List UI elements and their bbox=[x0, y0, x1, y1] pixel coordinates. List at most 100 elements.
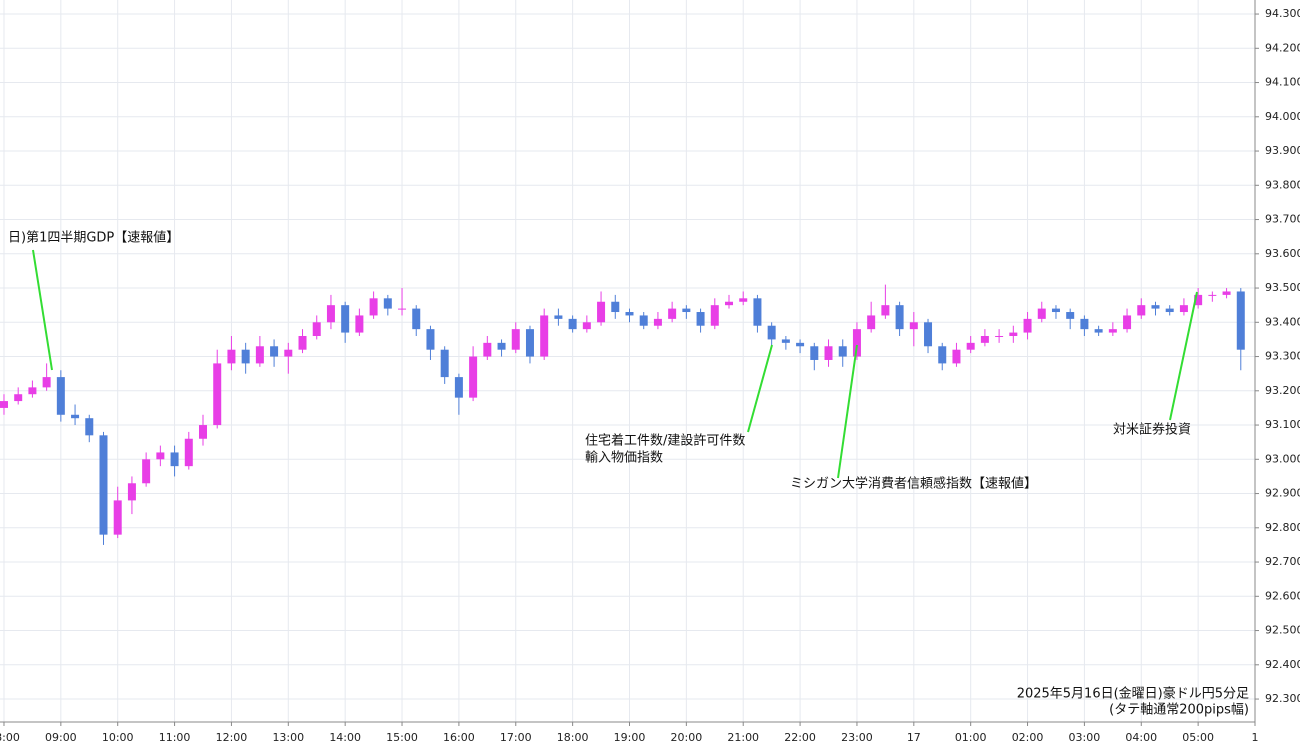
x-tick-label: 01:00 bbox=[955, 731, 987, 744]
y-tick-label: 94.300 bbox=[1265, 7, 1300, 20]
candle-body bbox=[440, 349, 449, 378]
candle-body bbox=[625, 312, 634, 316]
candle-body bbox=[668, 308, 677, 319]
candle-body bbox=[341, 305, 350, 333]
candle-body bbox=[71, 414, 80, 419]
annotation-text: ミシガン大学消費者信頼感指数【速報値】 bbox=[790, 476, 1037, 492]
candle-body bbox=[156, 452, 165, 460]
candle-body bbox=[85, 418, 94, 436]
y-tick-label: 93.800 bbox=[1265, 178, 1300, 191]
x-tick-label: 15:00 bbox=[386, 731, 418, 744]
y-tick-label: 93.700 bbox=[1265, 213, 1300, 226]
annotation-pointer bbox=[1169, 291, 1198, 421]
candle-body bbox=[980, 335, 989, 343]
x-tick-label: 04:00 bbox=[1125, 731, 1157, 744]
candle-body bbox=[99, 435, 108, 535]
candle-body bbox=[1151, 305, 1160, 309]
candle-body bbox=[483, 342, 492, 357]
y-tick-label: 93.400 bbox=[1265, 315, 1300, 328]
candle-body bbox=[525, 329, 534, 357]
x-tick-label: 17 bbox=[907, 731, 921, 744]
candle-body bbox=[938, 346, 947, 364]
candle-body bbox=[739, 298, 748, 302]
candle-body bbox=[824, 346, 833, 360]
candle-body bbox=[1165, 308, 1174, 313]
x-tick-label: 09:00 bbox=[45, 731, 77, 744]
candle-body bbox=[270, 346, 279, 357]
footer-note: (タテ軸通常200pips幅) bbox=[1109, 703, 1249, 718]
candle-body bbox=[213, 363, 222, 426]
candle-body bbox=[895, 305, 904, 330]
x-tick-label: 03:00 bbox=[1069, 731, 1101, 744]
candle-body bbox=[369, 298, 378, 316]
candle-body bbox=[753, 298, 762, 326]
candle-body bbox=[355, 315, 364, 333]
x-tick-label: 18:00 bbox=[557, 731, 589, 744]
candle-body bbox=[454, 377, 463, 398]
y-tick-label: 93.600 bbox=[1265, 247, 1300, 260]
candle-body bbox=[383, 298, 392, 309]
candle-body bbox=[653, 318, 662, 326]
candle-body bbox=[852, 329, 861, 357]
footer-note: 2025年5月16日(金曜日)豪ドル円5分足 bbox=[1017, 686, 1249, 702]
candle-body bbox=[14, 394, 23, 402]
candle-body bbox=[838, 346, 847, 357]
candle-body bbox=[284, 349, 293, 357]
candle-body bbox=[426, 329, 435, 350]
candle-body bbox=[767, 325, 776, 340]
candle-body bbox=[1037, 308, 1046, 319]
y-tick-label: 93.500 bbox=[1265, 281, 1300, 294]
y-tick-label: 92.800 bbox=[1265, 521, 1300, 534]
annotation-text: 日)第1四半期GDP【速報値】 bbox=[8, 230, 179, 246]
candle-body bbox=[1066, 312, 1075, 319]
y-tick-label: 92.300 bbox=[1265, 692, 1300, 705]
candle-body bbox=[184, 438, 193, 467]
candle-body bbox=[966, 342, 975, 350]
candle-body bbox=[568, 318, 577, 330]
candle-body bbox=[1051, 308, 1060, 313]
candle-body bbox=[469, 356, 478, 398]
candle-body bbox=[1080, 318, 1089, 330]
plot-area bbox=[0, 0, 1256, 722]
y-tick-label: 93.000 bbox=[1265, 452, 1300, 465]
y-tick-label: 92.900 bbox=[1265, 487, 1300, 500]
candle-body bbox=[28, 387, 37, 395]
candle-body bbox=[227, 349, 236, 364]
x-tick-label: 1 bbox=[1252, 731, 1259, 744]
candle-body bbox=[597, 301, 606, 323]
candle-body bbox=[639, 315, 648, 326]
candle-body bbox=[1108, 329, 1117, 333]
candle-body bbox=[909, 322, 918, 330]
candle-body bbox=[1194, 294, 1203, 306]
x-tick-label: 08:00 bbox=[0, 731, 20, 744]
candle-body bbox=[326, 305, 335, 323]
y-tick-label: 93.300 bbox=[1265, 350, 1300, 363]
x-tick-label: 21:00 bbox=[727, 731, 759, 744]
candle-body bbox=[881, 305, 890, 316]
x-tick-label: 19:00 bbox=[614, 731, 646, 744]
candle-body bbox=[554, 315, 563, 319]
candle-body bbox=[867, 315, 876, 330]
candle-body bbox=[1123, 315, 1132, 330]
x-tick-label: 02:00 bbox=[1012, 731, 1044, 744]
candle-body bbox=[398, 308, 407, 310]
candle-body bbox=[312, 322, 321, 336]
candle-body bbox=[710, 305, 719, 326]
candle-body bbox=[412, 308, 421, 330]
annotation-pointer bbox=[747, 344, 773, 433]
annotation-text: 住宅着工件数/建設許可件数 bbox=[585, 433, 745, 449]
y-tick-label: 92.500 bbox=[1265, 624, 1300, 637]
x-tick-label: 05:00 bbox=[1182, 731, 1214, 744]
candle-body bbox=[298, 335, 307, 350]
y-tick-label: 94.200 bbox=[1265, 41, 1300, 54]
y-tick-label: 93.900 bbox=[1265, 144, 1300, 157]
annotation-text: 輸入物価指数 bbox=[585, 451, 663, 466]
y-tick-label: 92.700 bbox=[1265, 555, 1300, 568]
y-tick-label: 94.000 bbox=[1265, 110, 1300, 123]
x-tick-label: 17:00 bbox=[500, 731, 532, 744]
x-tick-label: 23:00 bbox=[841, 731, 873, 744]
candle-body bbox=[1023, 318, 1032, 333]
annotation-pointer bbox=[32, 249, 53, 371]
